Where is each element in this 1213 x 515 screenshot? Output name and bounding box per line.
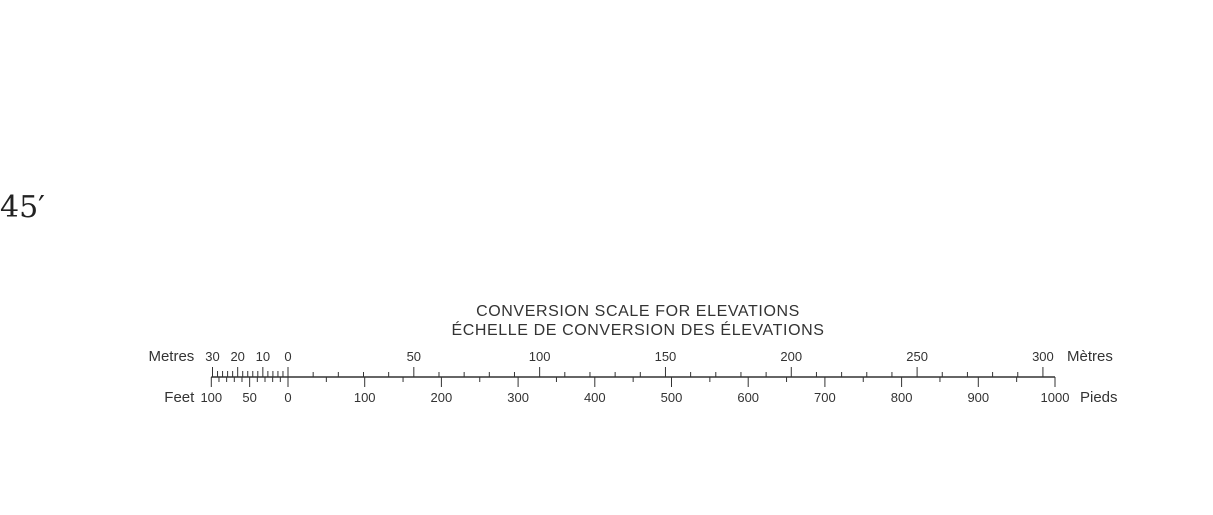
metre-tick-label: 10 bbox=[256, 349, 270, 364]
feet-label-right: Pieds bbox=[1080, 389, 1118, 406]
foot-tick-label: 800 bbox=[891, 390, 913, 405]
foot-tick-label: 400 bbox=[584, 390, 606, 405]
foot-tick-label: 1000 bbox=[1041, 390, 1070, 405]
metre-tick-label: 300 bbox=[1032, 349, 1054, 364]
metre-tick-label: 250 bbox=[906, 349, 928, 364]
foot-tick-label: 100 bbox=[354, 390, 376, 405]
metre-tick-label: 30 bbox=[205, 349, 219, 364]
foot-tick-label: 200 bbox=[431, 390, 453, 405]
foot-tick-label: 50 bbox=[242, 390, 256, 405]
feet-label-left: Feet bbox=[164, 389, 195, 406]
foot-tick-label: 600 bbox=[737, 390, 759, 405]
foot-tick-label: 500 bbox=[661, 390, 683, 405]
metre-tick-label: 50 bbox=[407, 349, 421, 364]
scale-title-english: CONVERSION SCALE FOR ELEVATIONS bbox=[476, 303, 800, 320]
map-corner-coordinate-label: 45′ bbox=[0, 190, 45, 225]
metres-label-right: Mètres bbox=[1067, 348, 1113, 365]
metre-tick-label: 0 bbox=[284, 349, 291, 364]
scale-title-french: ÉCHELLE DE CONVERSION DES ÉLEVATIONS bbox=[451, 322, 825, 339]
foot-tick-label: 0 bbox=[284, 390, 291, 405]
foot-tick-label: 100 bbox=[200, 390, 222, 405]
metre-tick-label: 150 bbox=[655, 349, 677, 364]
foot-tick-label: 300 bbox=[507, 390, 529, 405]
foot-tick-label: 700 bbox=[814, 390, 836, 405]
foot-tick-label: 900 bbox=[967, 390, 989, 405]
metre-tick-label: 100 bbox=[529, 349, 551, 364]
metre-tick-label: 20 bbox=[230, 349, 244, 364]
metres-label-left: Metres bbox=[148, 348, 194, 365]
metre-tick-label: 200 bbox=[780, 349, 802, 364]
